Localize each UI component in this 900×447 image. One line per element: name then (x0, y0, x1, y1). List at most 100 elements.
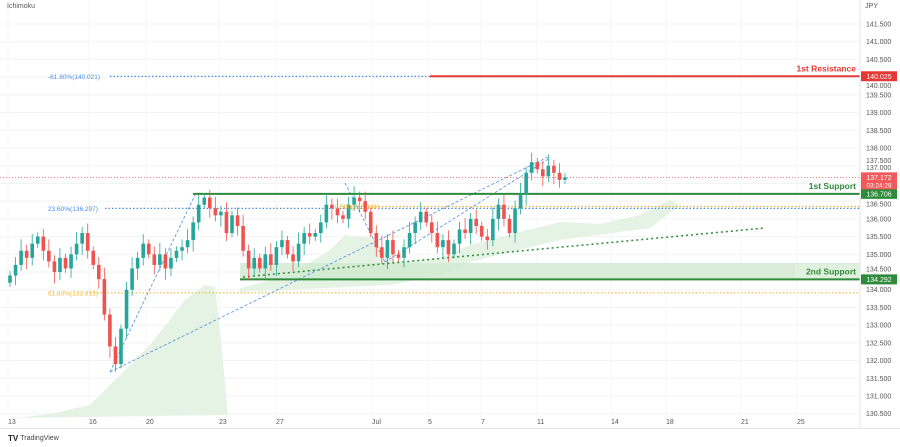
price-tag (861, 274, 897, 285)
candle (74, 232, 79, 261)
candle-body (507, 218, 512, 234)
grid (0, 23, 860, 415)
candle-body (452, 243, 456, 255)
indicator-label: Ichimoku (7, 3, 36, 10)
x-tick-label: 14 (611, 419, 619, 426)
candle-body (74, 243, 79, 255)
x-tick-label: 23 (219, 419, 227, 426)
candle-body (152, 254, 157, 265)
y-tick-label: 132.000 (866, 358, 891, 365)
bar-countdown: 03:24:28 (866, 182, 892, 189)
x-tick-label: 11 (537, 419, 544, 426)
candle-body (546, 165, 551, 177)
time-axis[interactable]: 13 16 20 23 27 Jul 5 7 11 14 18 21 25 (8, 419, 805, 426)
candle-body (113, 346, 118, 365)
price-axis[interactable]: 141.500 141.000 140.500 140.000 139.500 139.0… (866, 22, 891, 419)
candle (213, 196, 218, 222)
candle-body (407, 233, 412, 248)
candle (535, 157, 540, 174)
fib-label: 61.80%(133.913) (48, 290, 98, 297)
candle-body (441, 240, 445, 248)
candle-body (446, 240, 451, 255)
fib-label: 23.60%(136.297) (48, 206, 98, 213)
x-tick-label: 27 (276, 419, 284, 426)
candle-body (130, 268, 134, 290)
candle-body (474, 218, 478, 226)
x-tick-label: 18 (666, 419, 674, 426)
candle-body (513, 208, 517, 234)
candle (363, 191, 367, 220)
candle-body (191, 222, 195, 241)
y-tick-label: 138.500 (866, 128, 891, 135)
candle-body (468, 218, 473, 234)
candle-body (19, 250, 23, 265)
candle (391, 230, 395, 263)
candle (502, 195, 506, 227)
candle-body (285, 240, 290, 255)
support-zone (240, 263, 860, 280)
price-tag-text: 134.292 (866, 277, 891, 284)
candle (30, 234, 34, 266)
y-tick-label: 136.000 (866, 216, 891, 223)
level-name: 1st Support (809, 181, 856, 191)
candle-body (80, 233, 84, 244)
candle (108, 308, 112, 358)
candle-body (324, 204, 329, 223)
candle-body (296, 243, 301, 262)
y-tick-label: 135.500 (866, 234, 891, 241)
candle-body (424, 211, 429, 223)
candle-body (24, 250, 29, 258)
fib-label: 0.500(136.349) (335, 204, 379, 211)
candle-body (41, 236, 46, 251)
tradingview-logo[interactable]: TV TradingView (8, 434, 59, 443)
candle-body (518, 194, 523, 209)
candle (468, 212, 473, 245)
candle (435, 221, 440, 254)
candle-body (230, 215, 234, 234)
y-tick-label: 139.000 (866, 110, 891, 117)
candle (296, 232, 301, 268)
candle-body (430, 222, 434, 234)
candle-body (158, 254, 162, 265)
candle (529, 152, 534, 181)
candle (457, 221, 462, 254)
candle (274, 241, 279, 277)
candle (35, 232, 40, 248)
candle-body (8, 275, 12, 283)
candle-body (463, 229, 467, 234)
candle (208, 189, 212, 218)
fib-trend-line (109, 194, 196, 373)
price-tag (861, 188, 897, 199)
candle-body (196, 204, 201, 223)
candle (124, 281, 129, 339)
level-name: 1st Resistance (796, 63, 856, 73)
candle (219, 205, 223, 227)
y-tick-label: 134.500 (866, 267, 891, 274)
candle (446, 230, 451, 263)
candle-body (213, 208, 218, 216)
candle (491, 207, 495, 247)
candle-body (169, 257, 173, 269)
candle (552, 159, 556, 185)
candle (524, 166, 528, 206)
y-tick-label: 131.000 (866, 394, 891, 401)
candle-body (319, 222, 323, 234)
footer-divider (0, 428, 900, 429)
candle (319, 214, 323, 243)
candle (413, 216, 417, 245)
y-tick-label: 135.000 (866, 252, 891, 259)
candle-body (35, 236, 40, 244)
y-tick-label: 137.500 (866, 158, 891, 165)
candle (113, 336, 118, 372)
candle (396, 250, 401, 263)
candle-body (91, 250, 96, 265)
candle (47, 239, 51, 268)
candle-body (269, 254, 273, 265)
candle (368, 207, 373, 238)
label-bg (795, 264, 860, 278)
fib-trend-line (109, 155, 551, 373)
candle-body (52, 261, 57, 273)
candle-body (135, 257, 140, 269)
candle-body (357, 197, 362, 202)
